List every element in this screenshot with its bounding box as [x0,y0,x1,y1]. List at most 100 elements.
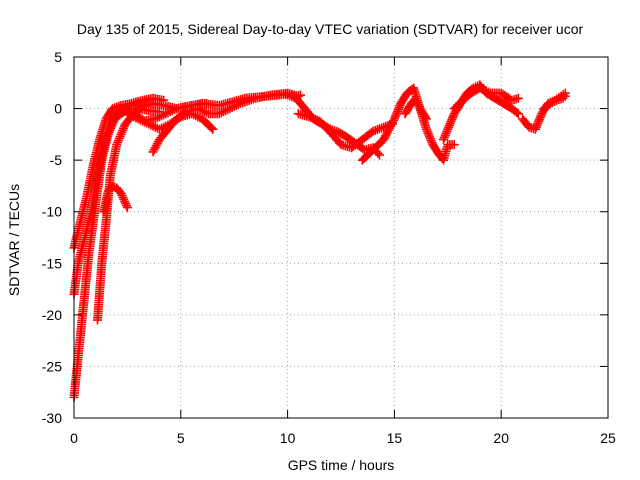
data-point [513,93,523,103]
data-point-interp [424,130,434,140]
data-point-interp [370,125,380,135]
data-point-interp [426,136,436,146]
data-point-interp [535,113,545,123]
data-point-interp [425,132,435,142]
data-point-interp [377,123,387,133]
data-point-interp [412,97,422,107]
data-point-interp [121,201,131,211]
data-point-interp [121,198,131,208]
data-point-interp [444,122,454,132]
data-point [133,114,143,124]
data-point-interp [216,108,226,118]
x-tick-label: 10 [280,430,296,446]
data-point-interp [152,139,162,149]
x-tick-label: 5 [177,430,185,446]
x-tick-label: 15 [387,430,403,446]
data-point-interp [120,196,130,206]
data-point [368,126,378,136]
data-point-interp [115,131,125,141]
data-point-interp [439,132,449,142]
data-point-interp [483,87,493,97]
data-point [443,124,453,134]
series-arc-8 [148,88,303,157]
data-point-interp [481,86,491,96]
data-point [304,112,314,122]
data-point-interp [113,136,123,146]
data-point-interp [550,96,560,106]
axis-ticks: 0 5 10 15 20 25 -30 -25 -20 -15 -10 -5 0 5 [42,49,616,446]
data-point [421,114,431,124]
data-point-interp [119,123,129,133]
data-point-interp [193,112,203,122]
data-point-interp [201,108,211,118]
data-point-interp [422,126,432,136]
data-point [214,109,224,119]
y-tick-label: -20 [42,307,62,323]
data-point [225,104,235,114]
data-point-interp [425,134,435,144]
data-point [545,98,555,108]
data-point-interp [150,122,160,132]
data-point-interp [120,105,130,115]
data-point-interp [206,123,216,133]
data-point-interp [106,122,116,132]
data-point-interp [125,110,135,120]
data-point [560,91,570,101]
data-point [154,124,164,134]
data-point-interp [532,120,542,130]
data-point-interp [445,118,455,128]
data-point-interp [113,138,123,148]
data-point-interp [306,113,316,123]
data-point-interp [167,106,177,116]
data-point-interp [533,118,543,128]
data-point-interp [135,115,145,125]
data-point-interp [374,124,384,134]
x-tick-label: 25 [600,430,616,446]
data-point-interp [388,116,398,126]
data-point-interp [221,106,231,116]
data-point-interp [479,85,489,95]
data-marks [69,80,570,402]
series-arc-5 [99,181,132,217]
x-tick-label: 0 [70,430,78,446]
data-point-interp [547,97,557,107]
data-point-interp [157,111,167,121]
data-point [150,114,160,124]
data-point-interp [149,145,159,155]
data-point-interp [152,113,162,123]
data-point-interp [169,105,179,115]
y-tick-label: -25 [42,358,62,374]
data-point [116,188,126,198]
data-point [208,124,218,134]
data-point-interp [231,100,241,110]
data-point-interp [372,125,382,135]
x-tick-label: 20 [493,430,509,446]
data-point-interp [413,99,423,109]
data-point-interp [446,116,456,126]
x-axis-label: GPS time / hours [288,457,395,473]
data-point-interp [117,127,127,137]
data-point-interp [373,148,383,158]
data-point-interp [393,106,403,116]
data-point [112,140,122,150]
data-point-interp [119,194,129,204]
data-point-interp [534,115,544,125]
data-point-interp [441,128,451,138]
data-point-interp [180,108,190,118]
data-point-interp [142,118,152,128]
data-point-interp [412,95,422,105]
data-point-interp [117,190,127,200]
data-point-interp [137,116,147,126]
series-arc-14 [449,83,523,114]
data-point-interp [139,117,149,127]
data-point [193,104,203,114]
data-point-interp [159,110,169,120]
data-point-interp [129,112,139,122]
plot-frame [73,56,609,419]
data-point-interp [148,121,158,131]
data-point-interp [233,99,243,109]
data-point-interp [154,112,164,122]
data-point-interp [118,192,128,202]
y-axis-label: SDTVAR / TECUs [6,184,22,296]
